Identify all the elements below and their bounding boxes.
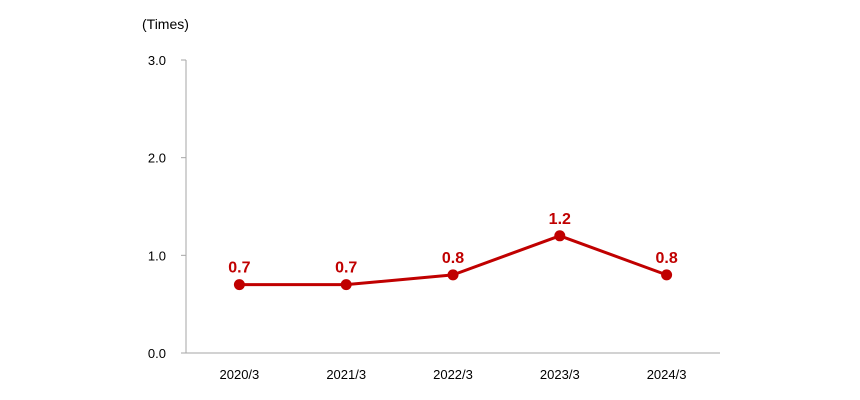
data-point (340, 279, 352, 291)
data-label: 0.8 (442, 250, 464, 267)
y-unit-label: (Times) (142, 16, 189, 32)
data-point (554, 230, 566, 242)
data-label: 0.7 (335, 260, 357, 277)
x-tick-label: 2023/3 (540, 367, 580, 382)
y-tick-label: 1.0 (148, 248, 166, 263)
x-tick-labels: 2020/3 2021/3 2022/3 2023/3 2024/3 (220, 367, 687, 382)
x-tick-label: 2020/3 (220, 367, 260, 382)
x-tick-label: 2024/3 (647, 367, 687, 382)
data-label: 1.2 (549, 211, 571, 228)
data-label: 0.7 (228, 260, 250, 277)
data-point (447, 269, 459, 281)
y-tick-labels: 0.0 1.0 2.0 3.0 (148, 53, 186, 361)
x-tick-label: 2022/3 (433, 367, 473, 382)
series-group: 0.7 0.7 0.8 1.2 0.8 (228, 211, 678, 291)
y-tick-label: 2.0 (148, 151, 166, 166)
data-label: 0.8 (655, 250, 677, 267)
x-tick-label: 2021/3 (326, 367, 366, 382)
y-tick-label: 3.0 (148, 53, 166, 68)
data-point (661, 269, 673, 281)
axes (185, 60, 720, 354)
data-point (233, 279, 245, 291)
y-tick-label: 0.0 (148, 346, 166, 361)
